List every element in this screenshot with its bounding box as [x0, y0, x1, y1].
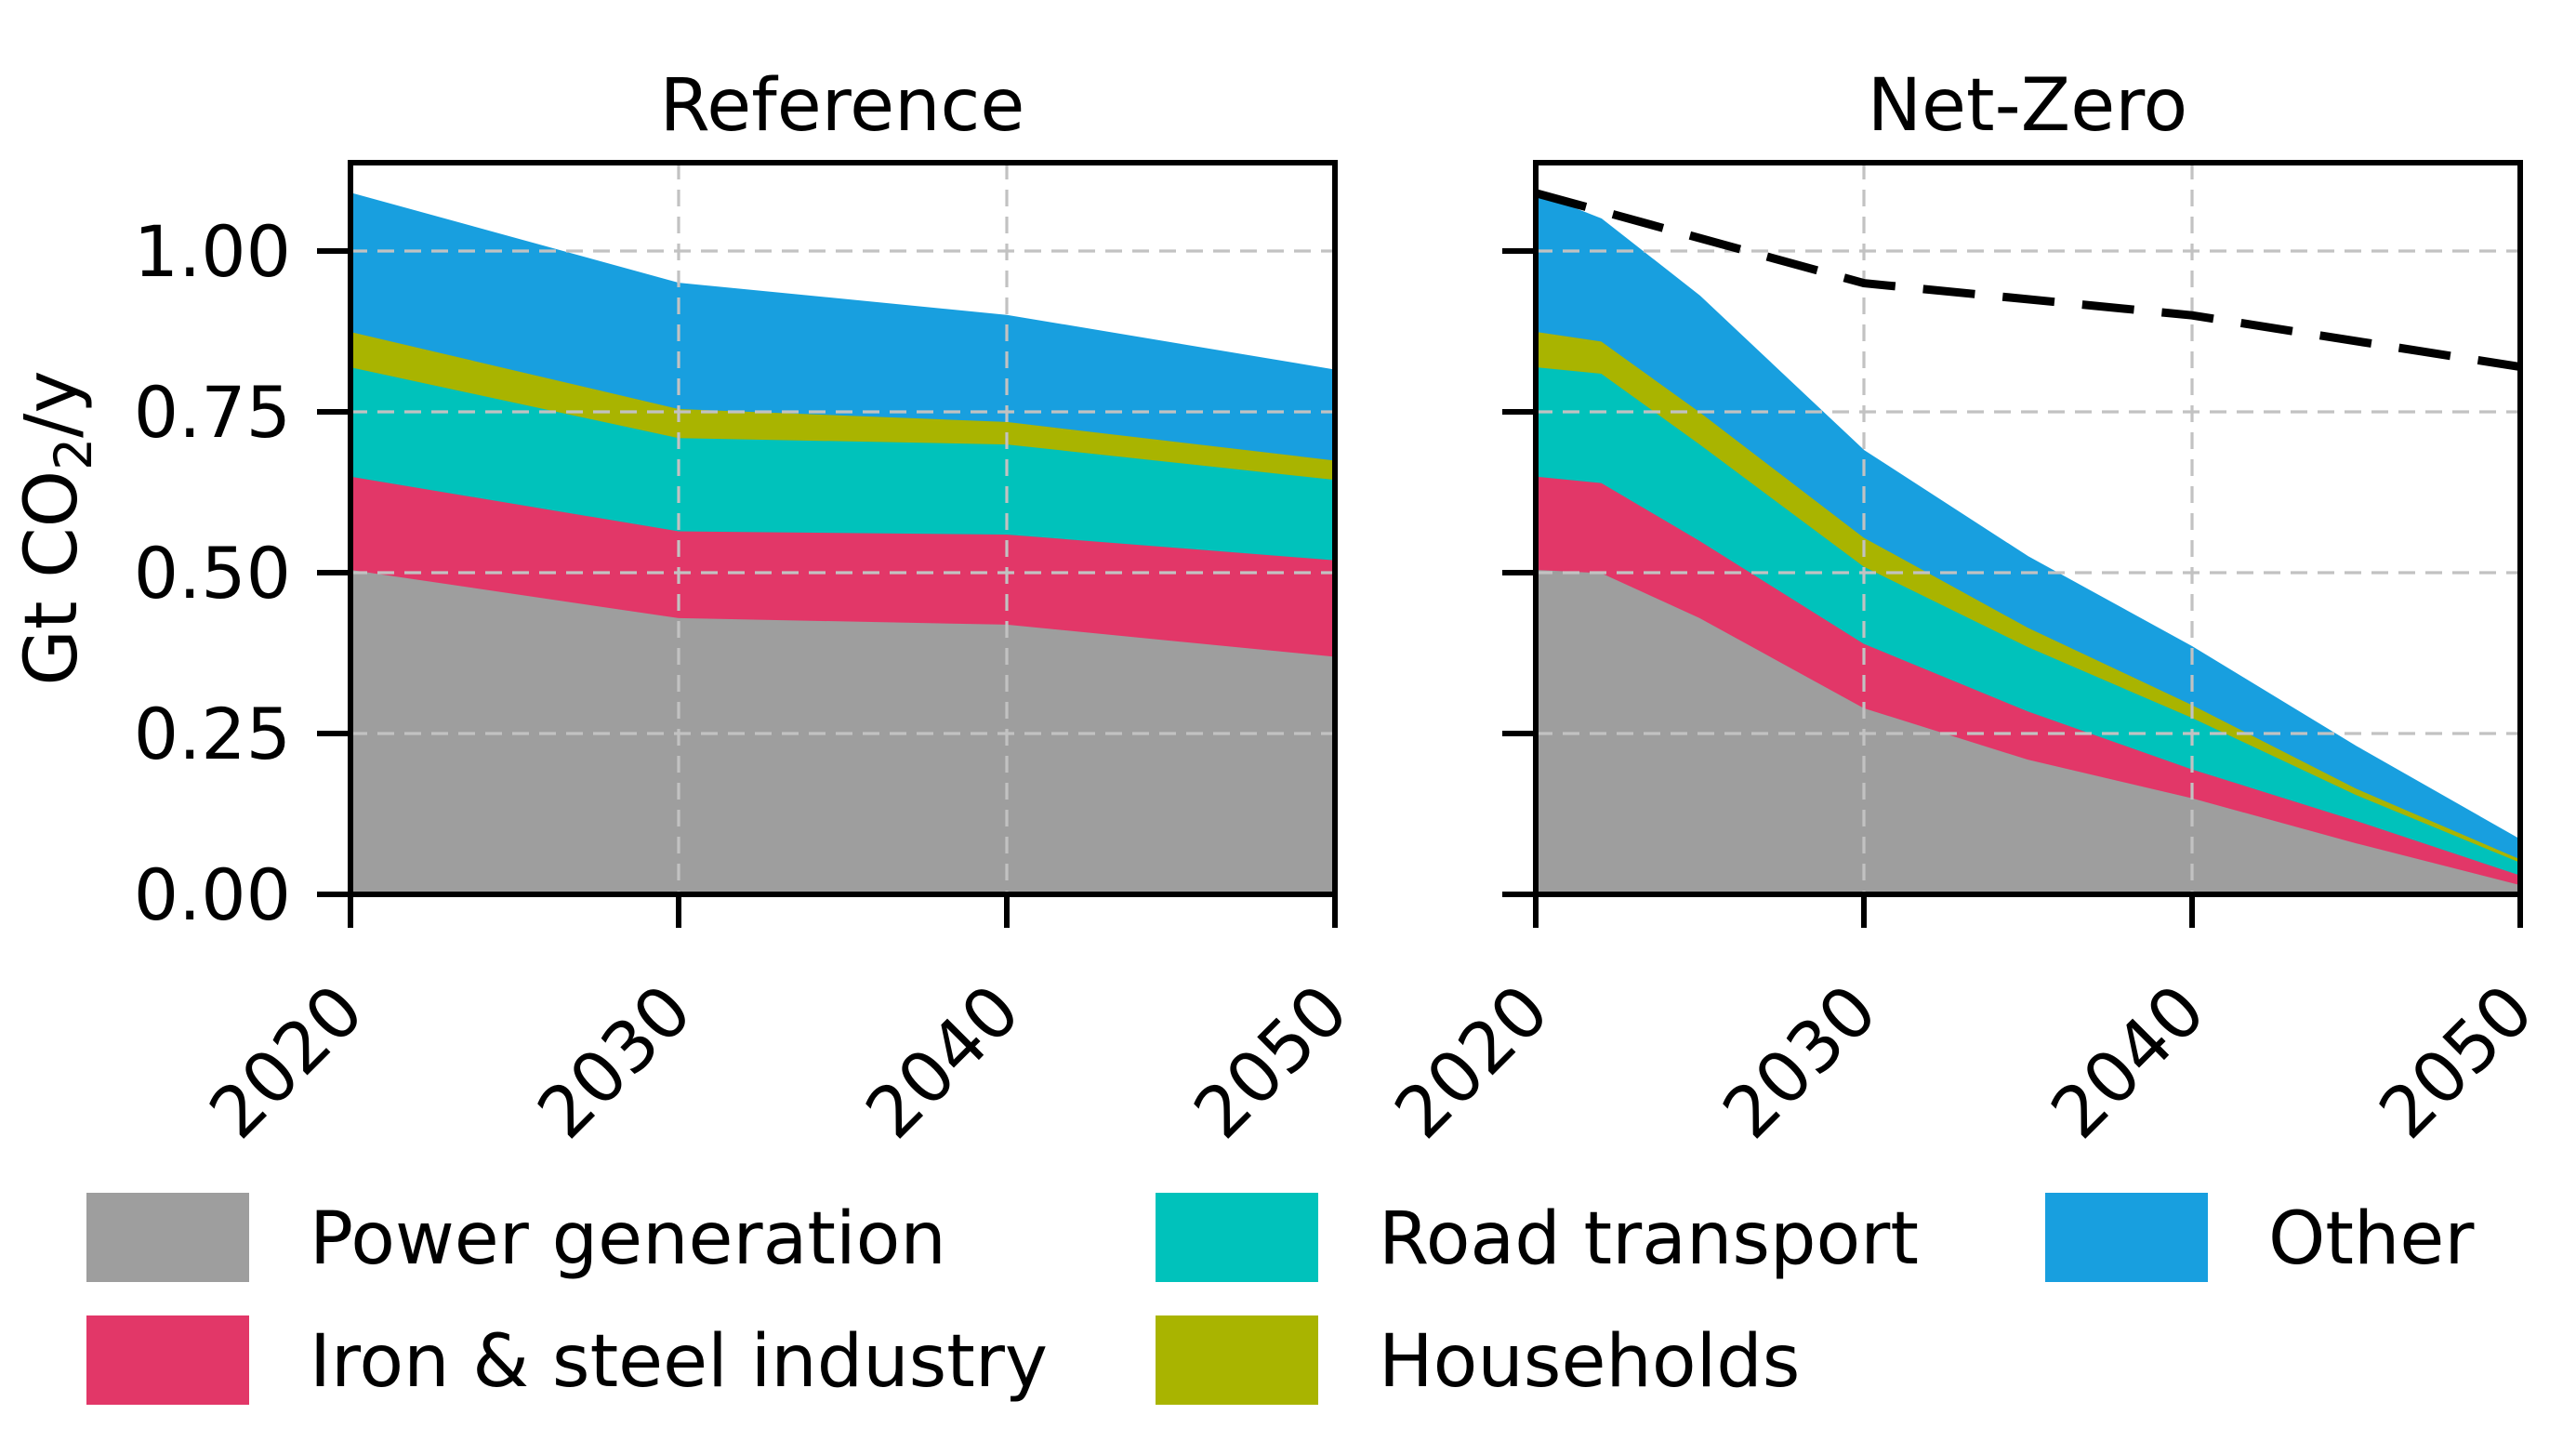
legend-label-other: Other [2268, 1197, 2475, 1281]
legend-swatch-households [1156, 1315, 1318, 1405]
legend-label-power-generation: Power generation [310, 1197, 946, 1281]
overlay-line-reference-total [1534, 189, 2521, 372]
x-tick-label: 2040 [850, 969, 1036, 1155]
legend-item-road-transport: Road transport [1156, 1193, 1919, 1282]
legend-swatch-iron-steel [86, 1315, 249, 1405]
x-tick-label: 2020 [193, 969, 379, 1155]
y-tick-label: 0.75 [134, 371, 291, 454]
legend-item-other: Other [2045, 1193, 2475, 1282]
x-tick-label: 2030 [522, 969, 707, 1155]
y-tick-label: 1.00 [134, 210, 291, 293]
legend-swatch-road-transport [1156, 1193, 1318, 1282]
plot-box [348, 160, 1338, 897]
y-axis-label: Gt CO2/y [10, 370, 103, 685]
y-tick-label: 0.50 [134, 532, 291, 615]
plot-box [1533, 160, 2523, 897]
legend-swatch-power-generation [86, 1193, 249, 1282]
x-tick-label: 2040 [2035, 969, 2221, 1155]
x-tick-label: 2020 [1379, 969, 1565, 1155]
x-tick-label: 2050 [1178, 969, 1364, 1155]
legend: Power generation Iron & steel industry R… [86, 1193, 2475, 1405]
legend-label-households: Households [1379, 1320, 1800, 1404]
subplot-title-netzero: Net-Zero [1868, 64, 2188, 148]
legend-label-road-transport: Road transport [1379, 1197, 1919, 1281]
subplot-title-reference: Reference [660, 64, 1025, 148]
x-tick-label: 2050 [2363, 969, 2549, 1155]
legend-label-iron-steel: Iron & steel industry [310, 1320, 1048, 1404]
plot-netzero: 2020 2030 2040 2050 [1379, 160, 2549, 1155]
legend-swatch-other [2045, 1193, 2208, 1282]
legend-item-power-generation: Power generation [86, 1193, 946, 1282]
x-tick-label: 2030 [1707, 969, 1893, 1155]
legend-item-households: Households [1156, 1315, 1800, 1405]
legend-item-iron-steel: Iron & steel industry [86, 1315, 1048, 1405]
plot-reference: 0.00 0.25 0.50 0.75 1.00 2020 2030 2040 2050 [134, 160, 1364, 1155]
y-tick-label: 0.25 [134, 693, 291, 775]
y-tick-label: 0.00 [134, 853, 291, 936]
